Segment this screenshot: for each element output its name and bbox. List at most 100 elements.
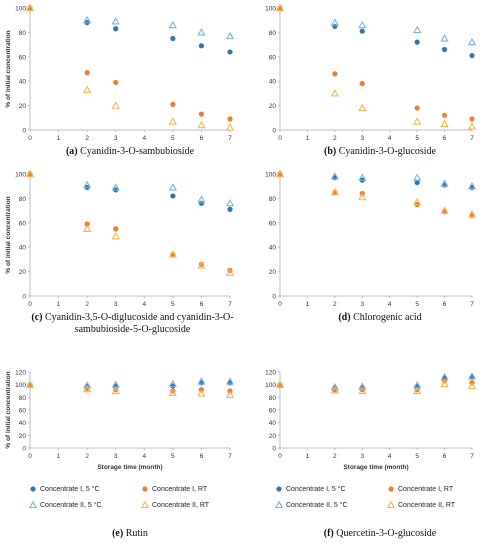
legend-right-item-3: Concentrate II, 5 °C <box>286 502 348 509</box>
x-tick-label-a: 3 <box>114 135 118 142</box>
data-point-b-s3-p5 <box>440 34 449 42</box>
x-tick-label-e: 3 <box>114 453 118 460</box>
data-point-b-s3-p3 <box>358 20 367 29</box>
y-tick-label-d: 20 <box>269 269 277 276</box>
data-point-c-s2-p2 <box>84 221 90 227</box>
chart-d: 0 20 40 60 80 100 0 1 2 3 4 5 6 7 <box>265 169 477 308</box>
caption-c: (c) Cyanidin-3,5-O-diglucoside and cyani… <box>20 312 245 336</box>
x-tick-label-c: 1 <box>57 301 61 308</box>
caption-b: (b) Cyanidin-3-O-glucoside <box>280 146 480 158</box>
data-point-b-s2-p5 <box>441 112 448 118</box>
x-tick-label-b: 3 <box>360 135 364 142</box>
data-point-f-s3-p5 <box>440 372 449 381</box>
caption-f-tag: (f) <box>323 528 334 539</box>
y-tick-label-f: 80 <box>269 395 277 402</box>
data-point-f-s4-p2 <box>330 386 339 394</box>
data-point-a-s1-p4 <box>170 35 176 42</box>
data-point-b-s4-p6 <box>467 122 477 130</box>
data-point-a-s4-p6 <box>225 123 235 131</box>
data-point-c-s4-p1 <box>25 169 35 178</box>
legend-marker-2 <box>142 486 148 492</box>
data-point-b-s4-p5 <box>440 119 449 128</box>
x-tick-label-b: 0 <box>278 135 282 142</box>
data-point-a-s2-p3 <box>113 79 119 86</box>
x-tick-label-b: 1 <box>306 135 310 142</box>
data-point-e-s4-p1 <box>25 380 35 388</box>
data-point-d-s4-p3 <box>358 192 367 201</box>
data-point-d-s3-p6 <box>467 181 477 190</box>
data-point-e-s4-p4 <box>168 388 177 397</box>
x-tick-label-d: 3 <box>360 301 364 308</box>
data-point-a-s2-p2 <box>84 70 90 76</box>
y-tick-label-a: 20 <box>19 103 27 110</box>
legend-marker-8 <box>386 500 396 509</box>
data-point-d-s4-p6 <box>467 209 477 218</box>
data-point-e-s3-p5 <box>197 377 206 385</box>
legend-marker-5 <box>276 486 282 492</box>
data-point-d-s4-p5 <box>440 206 449 214</box>
y-tick-label-d: 40 <box>269 245 277 252</box>
x-tick-label-d: 2 <box>333 301 337 308</box>
data-point-c-s3-p3 <box>111 183 120 191</box>
x-tick-label-c: 7 <box>228 301 232 308</box>
data-point-f-s3-p3 <box>358 382 367 390</box>
data-point-e-s4-p6 <box>225 390 235 398</box>
y-tick-label-e: 20 <box>19 433 27 440</box>
data-point-c-s4-p5 <box>197 261 206 269</box>
data-point-b-s1-p3 <box>359 28 365 34</box>
y-tick-label-f: 40 <box>269 420 277 427</box>
x-tick-label-e: 4 <box>142 453 146 460</box>
data-point-d-s1-p4 <box>414 179 420 186</box>
caption-e-tag: (e) <box>112 528 124 539</box>
y-tick-label-f: 100 <box>265 382 276 389</box>
data-point-a-s4-p5 <box>197 120 206 129</box>
x-tick-label-f: 1 <box>306 453 310 460</box>
x-tick-label-f: 2 <box>333 453 337 460</box>
data-point-f-s4-p1 <box>275 380 285 388</box>
data-point-c-s4-p3 <box>111 231 120 240</box>
data-point-f-s4-p5 <box>440 379 449 388</box>
legend-marker-6 <box>388 486 394 492</box>
data-point-d-s3-p3 <box>358 173 367 181</box>
y-axis-label-c: % of initial concentration <box>5 196 12 273</box>
data-point-a-s4-p1 <box>25 3 35 12</box>
caption-d-text: Chlorogenic acid <box>353 312 422 323</box>
data-point-d-s4-p4 <box>413 197 422 206</box>
y-tick-label-c: 100 <box>15 172 26 179</box>
x-tick-label-a: 6 <box>200 135 204 142</box>
data-point-d-s3-p4 <box>413 173 422 181</box>
y-tick-label-e: 0 <box>22 446 26 453</box>
data-point-f-s4-p3 <box>358 386 367 395</box>
data-point-e-s4-p5 <box>197 389 206 397</box>
data-point-a-s3-p3 <box>111 17 120 25</box>
x-tick-label-f: 0 <box>278 453 282 460</box>
y-tick-label-e: 80 <box>19 395 27 402</box>
data-point-c-s1-p6 <box>227 206 233 212</box>
data-point-d-s3-p2 <box>330 172 339 180</box>
y-tick-label-f: 0 <box>272 446 276 453</box>
x-tick-label-d: 4 <box>388 301 392 308</box>
data-point-b-s2-p6 <box>469 116 475 122</box>
caption-d: (d) Chlorogenic acid <box>280 312 480 324</box>
y-tick-label-e: 40 <box>19 420 27 427</box>
x-tick-label-d: 1 <box>306 301 310 308</box>
data-point-e-s4-p3 <box>111 386 120 395</box>
y-tick-label-d: 0 <box>272 294 276 301</box>
data-point-c-s4-p2 <box>83 224 92 233</box>
data-point-a-s2-p4 <box>170 101 176 107</box>
data-point-c-s4-p4 <box>168 250 177 258</box>
chart-a: 0 20 40 60 80 100 0 1 2 3 4 5 6 7 % of initial concent… <box>5 3 235 142</box>
caption-b-tag: (b) <box>324 146 337 157</box>
data-point-e-s3-p4 <box>168 379 177 388</box>
data-point-b-s2-p3 <box>359 81 365 87</box>
x-tick-label-a: 0 <box>28 135 32 142</box>
data-point-c-s4-p6 <box>225 268 235 276</box>
x-tick-label-b: 2 <box>333 135 337 142</box>
data-point-b-s4-p3 <box>358 103 367 112</box>
data-point-b-s3-p4 <box>413 25 422 34</box>
y-tick-label-c: 0 <box>22 294 26 301</box>
x-tick-label-a: 7 <box>228 135 232 142</box>
legend-marker-7 <box>274 500 284 509</box>
data-point-f-s3-p2 <box>330 382 339 391</box>
data-point-a-s1-p3 <box>113 26 119 32</box>
